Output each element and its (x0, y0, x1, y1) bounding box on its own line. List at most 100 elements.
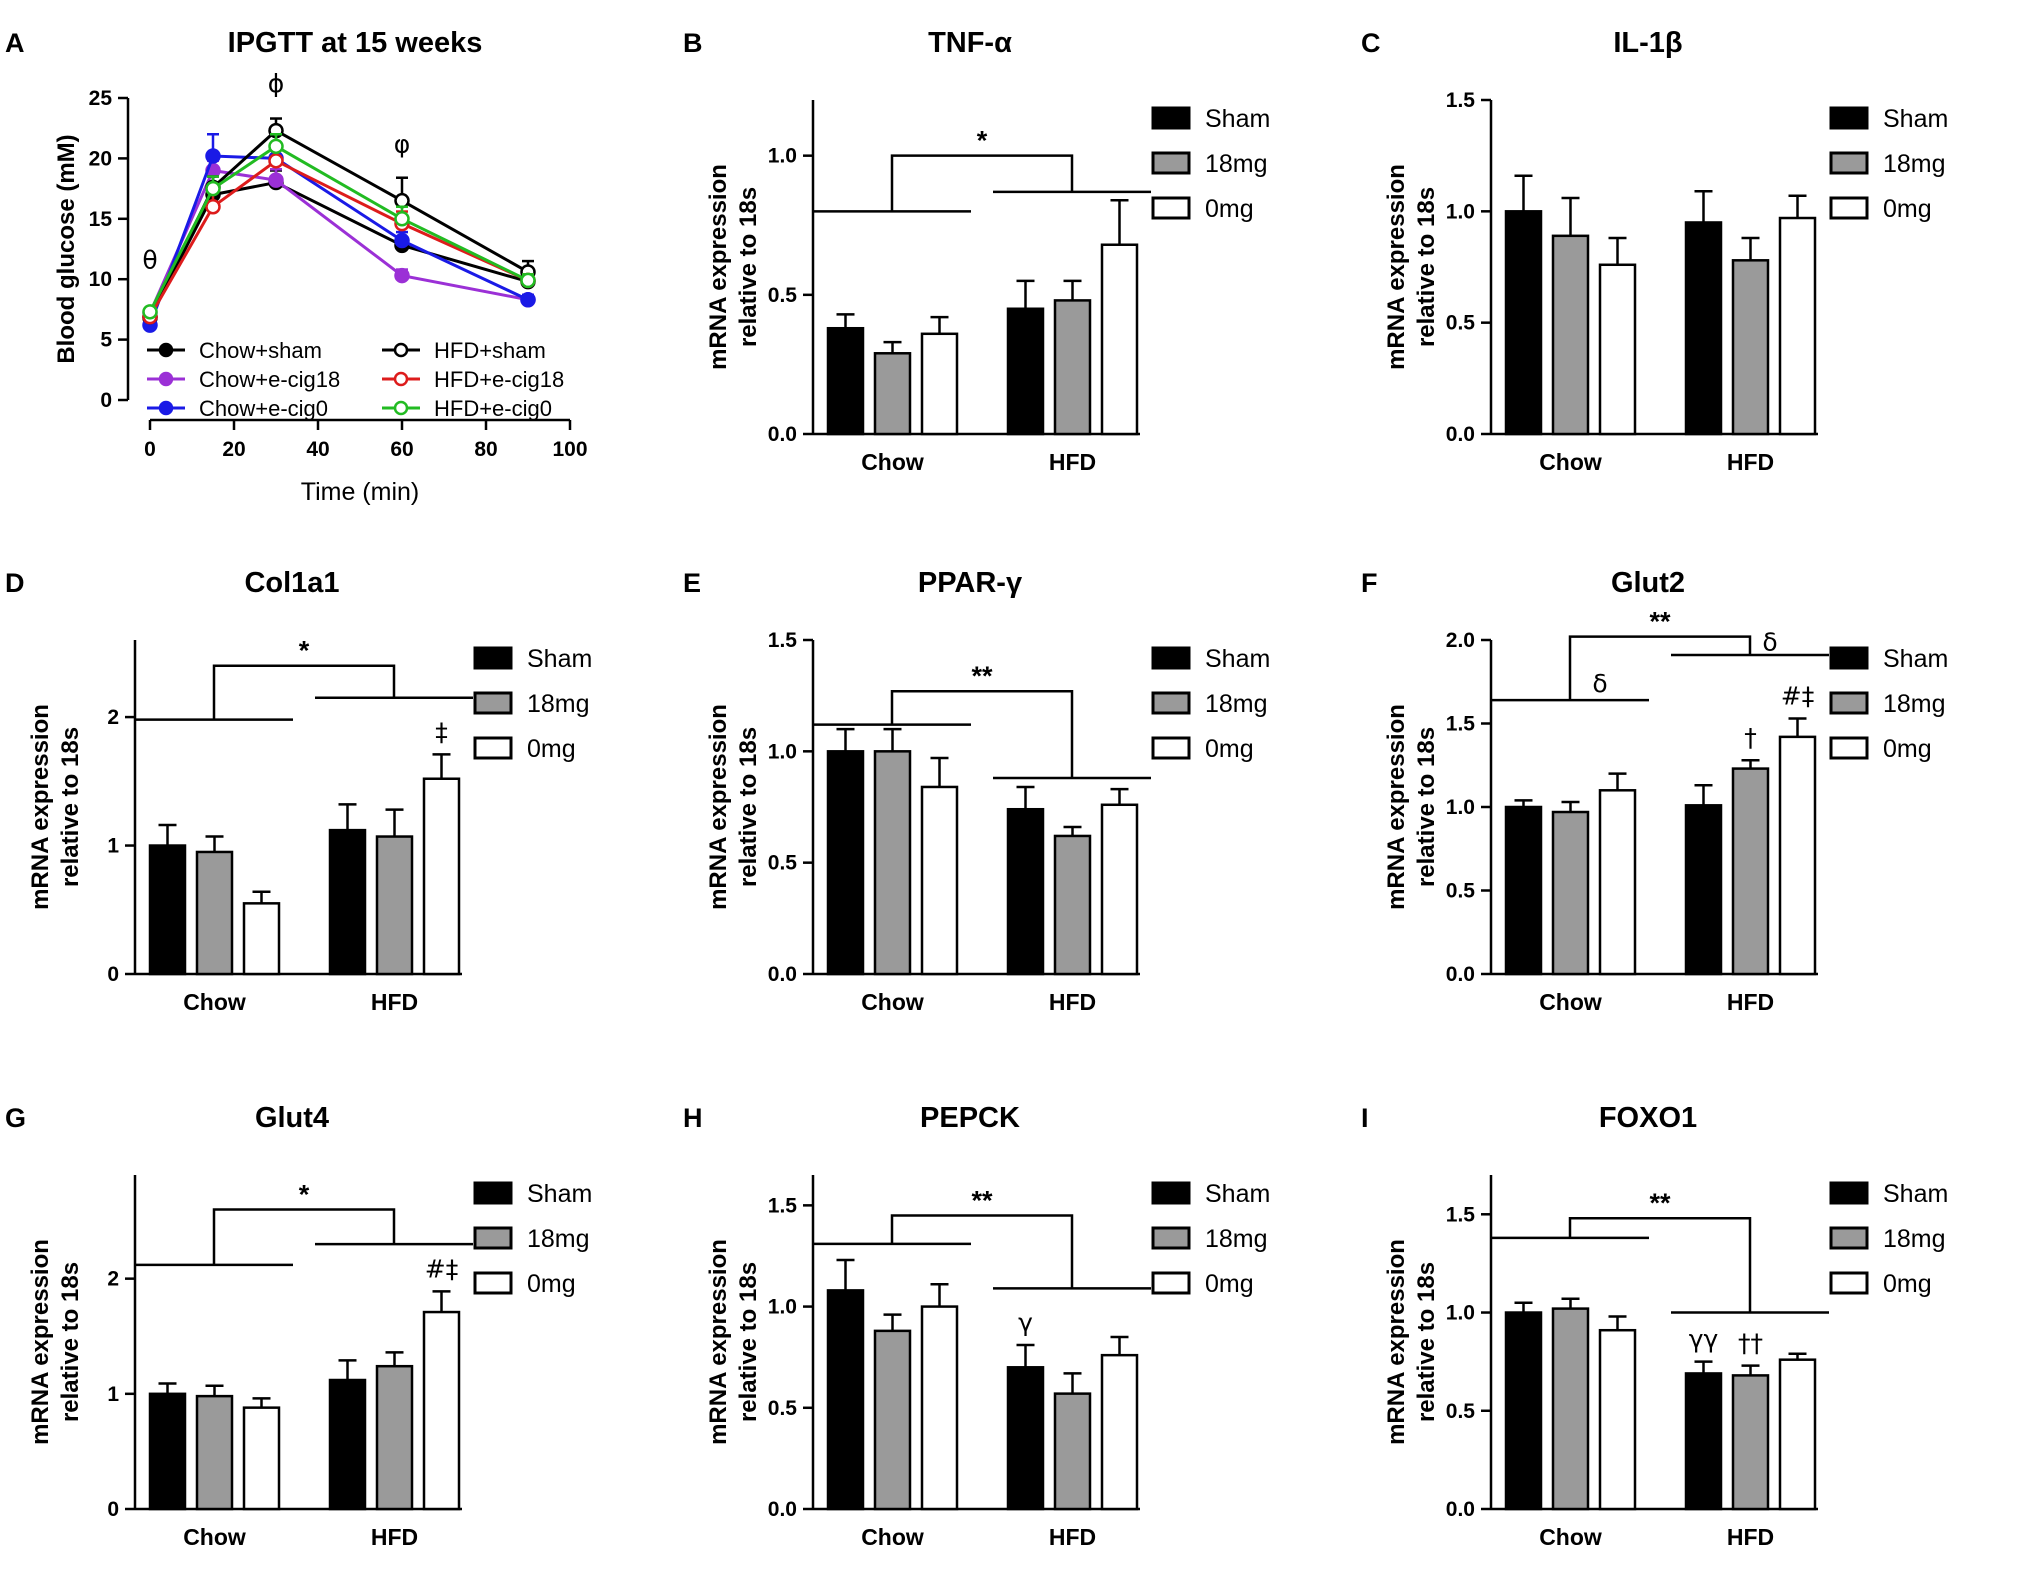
x-category-label: Chow (861, 449, 924, 475)
y-axis-label: relative to 18s (735, 187, 762, 347)
legend-label: Sham (1205, 645, 1270, 673)
legend-label: Sham (1883, 105, 1948, 133)
legend-marker (158, 371, 174, 387)
legend-label: 18mg (1205, 1225, 1268, 1253)
annotation: #‡ (1781, 681, 1814, 710)
y-axis-label: mRNA expression (1383, 704, 1410, 910)
x-category-label: Chow (861, 989, 924, 1015)
chart-title: FOXO1 (1599, 1102, 1697, 1134)
y-tick-label: 0.0 (768, 423, 797, 446)
panel-letter: G (5, 1103, 26, 1133)
x-category-label: HFD (1727, 1524, 1774, 1550)
bar (148, 1392, 187, 1511)
y-axis-label: mRNA expression (705, 704, 732, 910)
bar (873, 750, 912, 976)
chart-E: E PPAR-γ 0.0 0.5 1.0 1.5 Chow HFD mRNA expressio… (683, 567, 1270, 1015)
legend-label: Sham (1883, 1180, 1948, 1208)
chart-D: D Col1a1 0 1 2 Chow HFD mRNA expression relative… (5, 567, 592, 1015)
bar (1504, 1311, 1543, 1511)
bracket-top (1568, 635, 1752, 701)
bar (422, 1310, 461, 1511)
x-category-label: HFD (1049, 989, 1096, 1015)
legend-swatch (1829, 106, 1869, 130)
panel-H: H PEPCK 0.0 0.5 1.0 1.5 Chow HFD mRNA expression… (678, 1075, 1355, 1593)
x-category-label: HFD (1727, 989, 1774, 1015)
legend-marker (158, 400, 174, 416)
chart-title: Glut4 (255, 1102, 329, 1134)
data-point (394, 192, 410, 209)
legend-label: 0mg (527, 735, 576, 763)
annotation: †† (1738, 1329, 1763, 1358)
legend-label: 18mg (1883, 690, 1946, 718)
y-tick-label: 0.5 (1446, 880, 1476, 903)
bar (375, 835, 414, 976)
bar (1684, 221, 1723, 436)
bar (1100, 243, 1139, 436)
panel-A: A IPGTT at 15 weeks 0 5 10 15 20 25 0 20 40 60 80 100… (0, 0, 677, 518)
y-tick-label: 0.0 (1446, 963, 1475, 986)
annotation: θ (142, 245, 157, 274)
y-tick-label: 20 (89, 147, 112, 170)
panel-letter: A (5, 28, 25, 58)
bar (375, 1364, 414, 1511)
series-Sham (826, 279, 1045, 436)
data-point (394, 211, 410, 227)
y-tick-label: 2 (107, 706, 119, 729)
bar (920, 1305, 959, 1511)
y-axis-label: relative to 18s (735, 1262, 762, 1422)
significance-bracket: ** δ δ (1491, 607, 1829, 702)
y-tick-label: 0.0 (768, 963, 797, 986)
bar (1684, 1372, 1723, 1511)
y-tick-label: 1.0 (1446, 1302, 1475, 1325)
significance-bracket: * (813, 126, 1151, 213)
series-Sham (148, 803, 367, 976)
legend-label: HFD+e-cig0 (434, 396, 552, 421)
y-tick-label: 0.0 (1446, 1498, 1475, 1521)
bar (1778, 216, 1817, 436)
legend-marker (393, 342, 409, 358)
data-point (205, 180, 221, 197)
bar (1731, 1374, 1770, 1511)
chart-title: IL-1β (1613, 27, 1682, 59)
bar (1778, 1358, 1817, 1511)
annotation: ϕ (268, 69, 285, 98)
significance-bracket: ** (813, 661, 1151, 780)
bar (1551, 1307, 1590, 1511)
panel-D: D Col1a1 0 1 2 Chow HFD mRNA expression relative… (0, 540, 677, 1058)
legend-label: 0mg (1205, 1270, 1254, 1298)
y-axis-label: Blood glucose (mM) (53, 134, 80, 363)
bar (1100, 803, 1139, 976)
legend-label: HFD+e-cig18 (434, 367, 564, 392)
panel-letter: H (683, 1103, 703, 1133)
legend-swatch (1151, 1271, 1191, 1295)
bar (826, 326, 865, 436)
significance-bracket: ** (813, 1185, 1151, 1290)
legend-swatch (1829, 1226, 1869, 1250)
legend-marker (158, 342, 174, 358)
legend-swatch (473, 1271, 513, 1295)
y-axis-label: mRNA expression (27, 704, 54, 910)
y-axis-label: mRNA expression (27, 1239, 54, 1445)
legend-swatch (473, 1181, 513, 1205)
series-18mg (195, 808, 414, 976)
bar (1551, 234, 1590, 436)
legend-label: HFD+sham (434, 338, 546, 363)
series-0mg (1598, 1315, 1817, 1511)
data-point (142, 304, 158, 320)
bar (920, 785, 959, 976)
legend-swatch (1829, 196, 1869, 220)
series-Sham (1504, 174, 1723, 436)
significance-label: * (977, 126, 988, 156)
y-axis-label: relative to 18s (1413, 727, 1440, 887)
bar (1598, 263, 1637, 436)
chart-A: A IPGTT at 15 weeks 0 5 10 15 20 25 0 20 40 60 80 100… (5, 27, 588, 506)
legend-label: 0mg (527, 1270, 576, 1298)
y-tick-label: 1 (107, 1383, 119, 1406)
significance-bracket: ** (1491, 1188, 1829, 1314)
bar (826, 1289, 865, 1511)
chart-title: Col1a1 (244, 567, 339, 599)
bar (328, 828, 367, 976)
legend-swatch (1151, 1181, 1191, 1205)
bar (1778, 735, 1817, 976)
annotation: γγ (1689, 1325, 1719, 1354)
